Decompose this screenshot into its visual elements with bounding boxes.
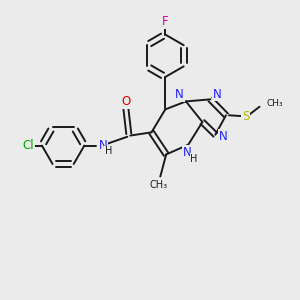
Text: S: S (242, 110, 249, 123)
Text: N: N (175, 88, 184, 101)
Text: H: H (190, 154, 198, 164)
Text: H: H (104, 146, 112, 157)
Text: O: O (122, 94, 131, 108)
Text: N: N (212, 88, 221, 100)
Text: F: F (162, 15, 169, 28)
Text: N: N (98, 139, 107, 152)
Text: CH₃: CH₃ (267, 99, 284, 108)
Text: CH₃: CH₃ (150, 180, 168, 190)
Text: N: N (183, 146, 192, 159)
Text: N: N (219, 130, 228, 143)
Text: Cl: Cl (22, 139, 34, 152)
